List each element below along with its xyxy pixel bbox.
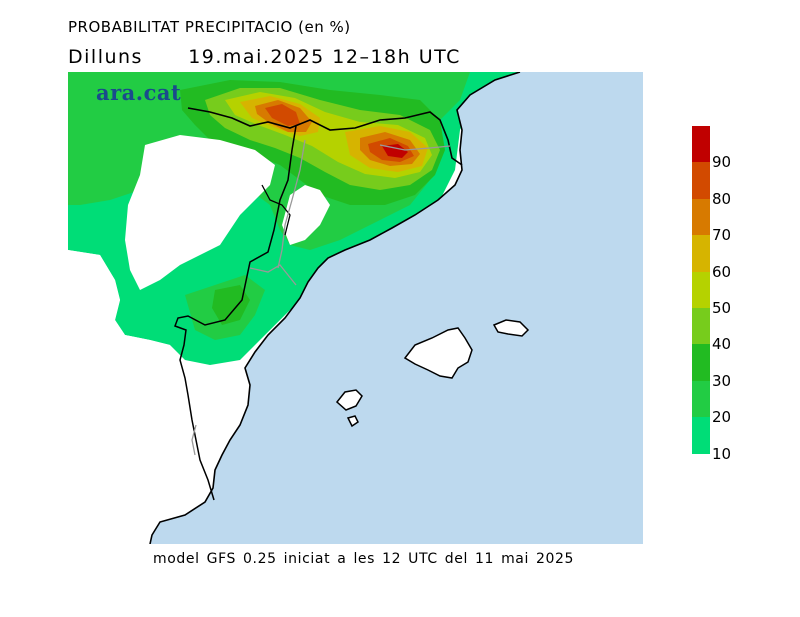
- legend-label: 60: [712, 262, 732, 281]
- probability-field: [68, 72, 643, 544]
- sea: [150, 72, 643, 544]
- legend-swatch: [692, 380, 710, 418]
- legend-label: 30: [712, 371, 732, 390]
- forecast-day: Dilluns: [68, 46, 143, 68]
- border-andorra: [261, 184, 291, 236]
- prob-band-90: [382, 144, 408, 158]
- legend-swatch: [692, 344, 710, 381]
- border-regions: [174, 125, 297, 501]
- legend-label: 90: [712, 153, 732, 172]
- coastline: [149, 72, 521, 544]
- legend-swatch: [692, 235, 710, 272]
- legend-colorbar: 90 80 70 60 50 40 30 20 10: [692, 126, 731, 463]
- prob-band-30: [212, 285, 250, 325]
- prob-band-80: [265, 104, 300, 126]
- ara-cat-logo: ara.cat: [96, 80, 182, 105]
- legend-label: 70: [712, 226, 732, 245]
- forecast-date-range: 19.mai.2025 12–18h UTC: [188, 46, 461, 68]
- legend-swatch: [692, 307, 710, 345]
- legend-label: 80: [712, 189, 732, 208]
- legend-swatch: [692, 417, 710, 454]
- island-menorca: [492, 319, 530, 337]
- legend-swatch: [692, 162, 710, 199]
- border-pyrenees: [187, 107, 463, 166]
- prob-below-10: [282, 185, 330, 245]
- river-south: [191, 424, 197, 456]
- map-title: PROBABILITAT PRECIPITACIO (en %): [68, 18, 351, 36]
- legend-label: 50: [712, 299, 732, 317]
- legend-swatch: [692, 271, 710, 308]
- legend-label: 10: [712, 444, 732, 463]
- island-formentera: [346, 415, 359, 428]
- legend-swatch: [692, 126, 710, 163]
- island-ibiza: [335, 389, 363, 411]
- forecast-period: Dilluns 19.mai.2025 12–18h UTC: [68, 46, 461, 68]
- legend-label: 40: [712, 335, 732, 354]
- island-mallorca: [403, 327, 473, 379]
- legend-swatch: [692, 198, 710, 236]
- model-run-caption: model GFS 0.25 iniciat a les 12 UTC del …: [153, 551, 575, 567]
- prob-below-10: [125, 135, 275, 290]
- river-ter: [379, 144, 451, 151]
- river-segre: [277, 139, 306, 269]
- river-ebre: [249, 264, 297, 286]
- prob-below-10: [68, 250, 170, 544]
- legend-label: 20: [712, 408, 732, 427]
